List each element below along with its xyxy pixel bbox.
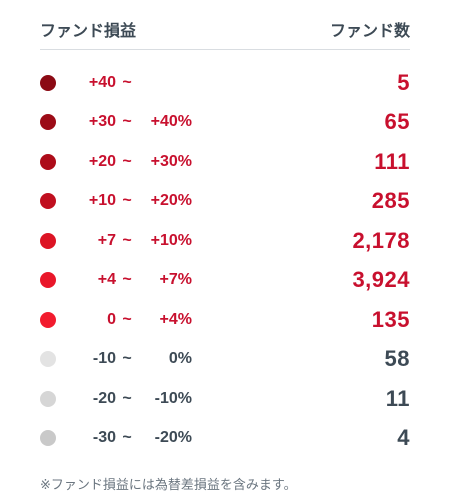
list-item: 0 ~ +4% 135 <box>40 300 410 340</box>
fund-count-value: 11 <box>385 385 410 411</box>
range-label: 0 ~ +4% <box>74 311 192 329</box>
fund-count-value: 58 <box>384 346 410 372</box>
list-item: +30 ~ +40% 65 <box>40 103 410 143</box>
legend-dot-icon <box>40 232 56 249</box>
fund-count-value: 4 <box>397 425 410 451</box>
legend-dot-icon <box>40 351 56 368</box>
range-low: +4 <box>97 271 116 289</box>
range-high: +7% <box>159 271 192 289</box>
list-item: +4 ~ +7% 3,924 <box>40 261 410 301</box>
range-low: -20 <box>92 389 116 407</box>
footnote: ※ファンド損益には為替差損益を含みます。 <box>40 477 297 492</box>
range-high: -20% <box>154 429 192 447</box>
range-label: -10 ~0% <box>74 350 192 368</box>
range-label: -20 ~ -10% <box>74 390 192 408</box>
range-separator: ~ <box>122 429 132 447</box>
legend-dot-icon <box>40 311 56 328</box>
range-label: +40 ~ <box>74 74 192 92</box>
range-high: 0% <box>168 350 192 368</box>
range-high <box>138 74 192 92</box>
range-low: +10 <box>88 192 116 210</box>
range-separator: ~ <box>122 113 132 131</box>
range-low: +7 <box>97 231 116 249</box>
fund-count-value: 285 <box>371 188 410 214</box>
range-label: +10 ~ +20% <box>74 192 192 210</box>
range-low: 0 <box>107 310 116 328</box>
range-low: -30 <box>92 429 116 447</box>
fund-count-value: 65 <box>384 109 410 135</box>
list-item: -20 ~ -10% 11 <box>40 379 410 419</box>
range-low: +30 <box>88 113 116 131</box>
legend-dot-icon <box>40 272 56 289</box>
list-item: +40 ~5 <box>40 63 410 103</box>
range-separator: ~ <box>122 152 132 170</box>
range-low: +40 <box>88 73 116 91</box>
header-fund-pl-label: ファンド損益 <box>40 22 137 40</box>
range-high: +10% <box>150 231 192 249</box>
range-separator: ~ <box>122 192 132 210</box>
range-high: +40% <box>150 113 192 131</box>
fund-count-value: 5 <box>397 69 410 95</box>
range-separator: ~ <box>122 310 132 328</box>
legend-dot-icon <box>40 153 56 170</box>
list-item: -10 ~0% 58 <box>40 340 410 380</box>
range-low: +20 <box>88 152 116 170</box>
range-separator: ~ <box>122 389 132 407</box>
range-high: +20% <box>150 192 192 210</box>
range-label: +7 ~ +10% <box>74 232 192 250</box>
range-high: +4% <box>159 310 192 328</box>
legend-dot-icon <box>40 74 56 91</box>
range-separator: ~ <box>122 231 132 249</box>
list-item: +7 ~ +10% 2,178 <box>40 221 410 261</box>
range-separator: ~ <box>122 350 132 368</box>
range-label: +4 ~ +7% <box>74 271 192 289</box>
range-high: +30% <box>150 152 192 170</box>
range-label: +20 ~ +30% <box>74 153 192 171</box>
list-item: +20 ~ +30% 111 <box>40 142 410 182</box>
fund-count-value: 111 <box>374 148 410 174</box>
list-item: +10 ~ +20% 285 <box>40 182 410 222</box>
range-separator: ~ <box>122 73 132 91</box>
legend-dot-icon <box>40 430 56 447</box>
legend-dot-icon <box>40 193 56 210</box>
range-label: -30 ~ -20% <box>74 429 192 447</box>
legend-dot-icon <box>40 114 56 131</box>
fund-count-value: 2,178 <box>352 227 410 253</box>
legend-dot-icon <box>40 390 56 407</box>
distribution-list: +40 ~5 +30 ~ +40% 65 +20 ~ +30% 111 +10 ~ +20% 285 +7 ~… <box>40 63 410 458</box>
table-header: ファンド損益 ファンド数 <box>40 14 410 50</box>
range-low: -10 <box>92 350 116 368</box>
list-item: -30 ~ -20% 4 <box>40 419 410 459</box>
fund-count-value: 135 <box>371 306 410 332</box>
range-high: -10% <box>154 389 192 407</box>
header-fund-count-label: ファンド数 <box>329 22 410 40</box>
range-label: +30 ~ +40% <box>74 113 192 131</box>
range-separator: ~ <box>122 271 132 289</box>
fund-count-value: 3,924 <box>352 267 410 293</box>
